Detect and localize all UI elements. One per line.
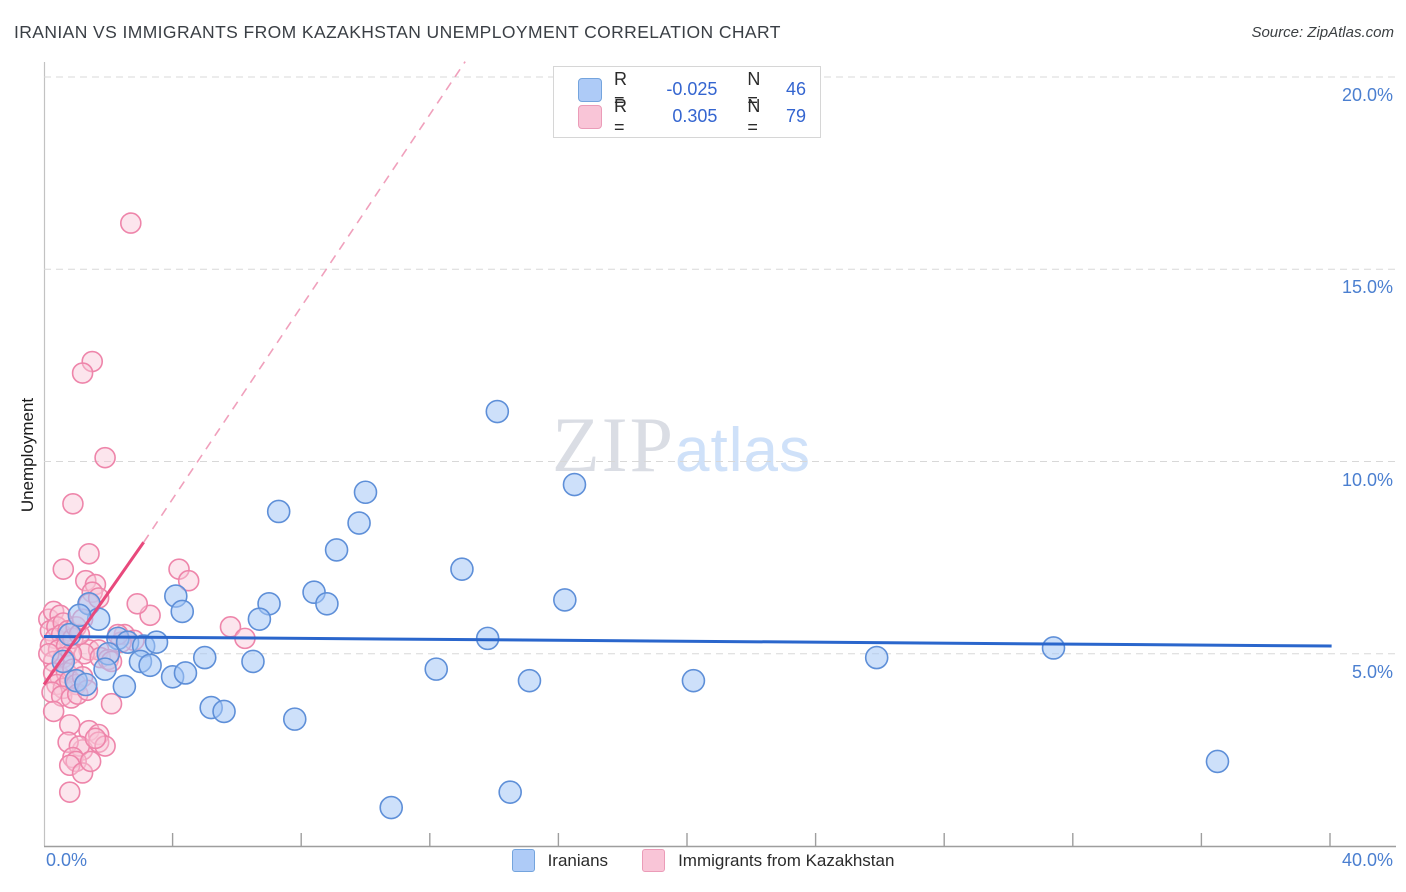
iranians-swatch-icon <box>578 77 602 102</box>
scatter-point-iranians <box>424 657 449 681</box>
scatter-point-iranians <box>553 588 577 612</box>
scatter-point-iranians <box>498 780 522 804</box>
n-value-kazakhstan: 79 <box>785 106 806 126</box>
scatter-point-kazakhstan <box>120 212 142 234</box>
trend-line-kazakhstan <box>42 541 145 686</box>
trend-line-iranians <box>43 634 1332 648</box>
scatter-point-kazakhstan <box>78 542 100 565</box>
scatter-point-iranians <box>1041 636 1066 660</box>
y-tick-label-5.0%: 5.0% <box>1351 661 1393 682</box>
scatter-point-iranians <box>144 630 169 655</box>
scatter-point-iranians <box>212 699 236 724</box>
scatter-point-iranians <box>1205 749 1230 774</box>
r-value-iranians: -0.025 <box>666 79 718 99</box>
scatter-point-iranians <box>315 591 339 616</box>
scatter-point-kazakhstan <box>58 754 81 777</box>
series-legend: Iranians Immigrants from Kazakhstan <box>0 849 1406 872</box>
scatter-point-iranians <box>138 653 162 678</box>
kazakhstan-legend-swatch-icon <box>642 849 666 872</box>
scatter-point-iranians <box>485 399 510 424</box>
scatter-point-iranians <box>864 645 889 670</box>
scatter-point-iranians <box>282 707 307 731</box>
scatter-point-iranians <box>266 499 291 524</box>
n-label: N = <box>747 95 761 137</box>
legend-row-kazakhstan: R = 0.305 N = 79 <box>578 96 806 137</box>
x-axis-max-label: 40.0% <box>1341 850 1393 870</box>
scatter-point-iranians <box>241 649 265 674</box>
scatter-point-iranians <box>347 511 371 535</box>
scatter-point-kazakhstan <box>71 362 94 384</box>
n-value-iranians: 46 <box>785 79 806 99</box>
correlation-legend-box: R = -0.025 N = 46 R = 0.305 N = 79 <box>553 66 821 138</box>
scatter-point-kazakhstan <box>71 762 94 784</box>
scatter-point-kazakhstan <box>58 714 81 736</box>
scatter-point-kazakhstan <box>87 731 110 753</box>
scatter-point-iranians <box>562 472 587 497</box>
y-tick-label-20.0%: 20.0% <box>1341 85 1393 105</box>
trend-line-kazakhstan-dashed <box>143 61 466 543</box>
scatter-point-kazakhstan <box>94 446 116 469</box>
scatter-point-iranians <box>173 661 198 685</box>
legend-item-kazakhstan: Immigrants from Kazakhstan <box>642 849 894 872</box>
scatter-point-iranians <box>73 672 98 697</box>
scatter-point-kazakhstan <box>126 592 149 615</box>
x-axis-min-label: 0.0% <box>46 850 88 870</box>
n-label: N = <box>747 68 761 110</box>
scatter-point-iranians <box>67 603 92 628</box>
r-value-kazakhstan: 0.305 <box>672 106 718 126</box>
kazakhstan-swatch-icon <box>578 104 602 129</box>
y-tick-label-15.0%: 15.0% <box>1341 277 1393 298</box>
scatter-point-iranians <box>450 557 474 581</box>
scatter-point-kazakhstan <box>100 692 123 715</box>
scatter-point-iranians <box>324 538 349 562</box>
scatter-point-iranians <box>247 607 272 631</box>
scatter-point-kazakhstan <box>79 750 102 773</box>
y-tick-label-10.0%: 10.0% <box>1341 469 1393 490</box>
scatter-point-iranians <box>517 668 542 693</box>
kazakhstan-legend-label: Immigrants from Kazakhstan <box>678 850 895 870</box>
scatter-point-kazakhstan <box>42 700 65 723</box>
scatter-point-iranians <box>112 674 137 699</box>
scatter-point-kazakhstan <box>62 492 84 515</box>
scatter-point-iranians <box>379 795 404 820</box>
source-credit: Source: ZipAtlas.com <box>1251 24 1394 41</box>
scatter-point-iranians <box>353 480 378 505</box>
r-label: R = <box>614 68 627 110</box>
chart-title: IRANIAN VS IMMIGRANTS FROM KAZAKHSTAN UN… <box>14 22 781 42</box>
scatter-point-kazakhstan <box>52 558 75 580</box>
legend-row-iranians: R = -0.025 N = 46 <box>578 69 806 110</box>
scatter-point-iranians <box>681 668 706 693</box>
iranians-legend-swatch-icon <box>511 849 535 872</box>
legend-item-iranians: Iranians <box>511 849 609 872</box>
r-label: R = <box>614 95 627 137</box>
scatter-point-kazakhstan <box>87 723 110 746</box>
iranians-legend-label: Iranians <box>547 850 609 870</box>
scatter-point-kazakhstan <box>84 727 107 750</box>
scatter-point-kazakhstan <box>177 569 200 592</box>
scatter-point-iranians <box>170 599 195 624</box>
scatter-point-iranians <box>93 657 117 681</box>
scatter-point-iranians <box>192 645 217 670</box>
scatter-point-kazakhstan <box>58 781 81 803</box>
